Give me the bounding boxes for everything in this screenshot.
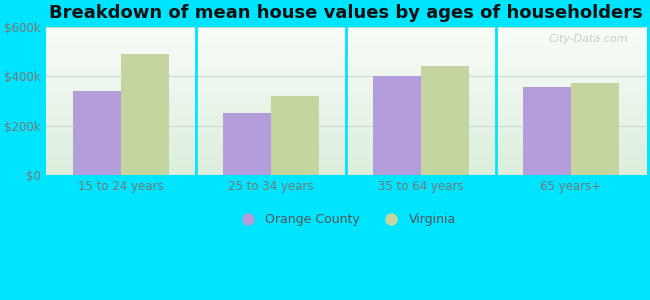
Bar [372, 76, 421, 175]
Bar [571, 83, 619, 175]
Text: City-Data.com: City-Data.com [549, 34, 628, 44]
Bar [270, 96, 318, 175]
Bar [121, 54, 169, 175]
Title: Breakdown of mean house values by ages of householders: Breakdown of mean house values by ages o… [49, 4, 643, 22]
Legend: Orange County, Virginia: Orange County, Virginia [230, 208, 461, 231]
Bar [73, 91, 121, 175]
Bar [421, 66, 469, 175]
Bar [223, 113, 270, 175]
Bar [523, 87, 571, 175]
